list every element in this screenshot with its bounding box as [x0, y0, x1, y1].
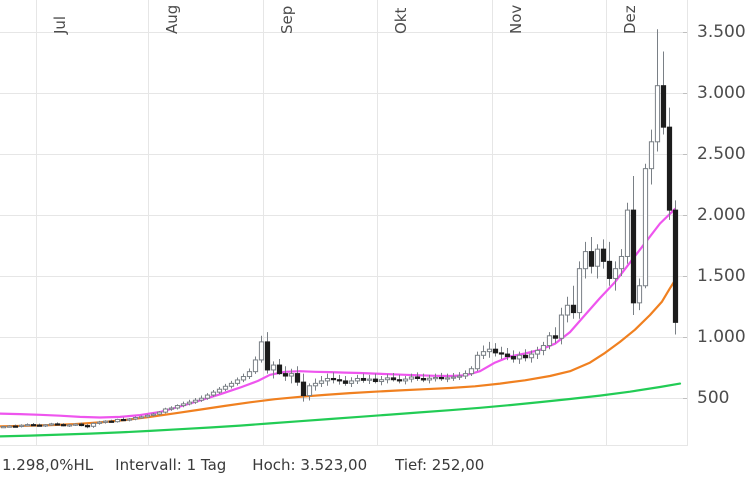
- candlestick-chart-svg[interactable]: [0, 0, 688, 446]
- moving-average-lines: [0, 207, 682, 438]
- y-axis-tick-1000: 1.000: [697, 327, 746, 347]
- y-axis-tick-1500: 1.500: [697, 266, 746, 286]
- y-axis-tick-3000: 3.000: [697, 83, 746, 103]
- y-axis-tick-2500: 2.500: [697, 144, 746, 164]
- status-high: Hoch: 3.523,00: [252, 456, 368, 474]
- chart-plot-area[interactable]: Jul Aug Sep Okt Nov Dez: [0, 0, 688, 446]
- y-axis-tick-3500: 3.500: [697, 22, 746, 42]
- status-percent-change: 1.298,0%HL: [2, 456, 94, 474]
- y-axis: 3.500 3.000 2.500 2.000 1.500 1.000 500: [688, 0, 753, 446]
- status-low: Tief: 252,00: [395, 456, 485, 474]
- status-bar: 1.298,0%HL Intervall: 1 Tag Hoch: 3.523,…: [0, 450, 753, 480]
- grid-lines: [0, 0, 688, 446]
- y-axis-tick-2000: 2.000: [697, 205, 746, 225]
- y-axis-tick-500: 500: [697, 388, 730, 408]
- status-interval: Intervall: 1 Tag: [115, 456, 227, 474]
- candlestick-series: [0, 29, 679, 429]
